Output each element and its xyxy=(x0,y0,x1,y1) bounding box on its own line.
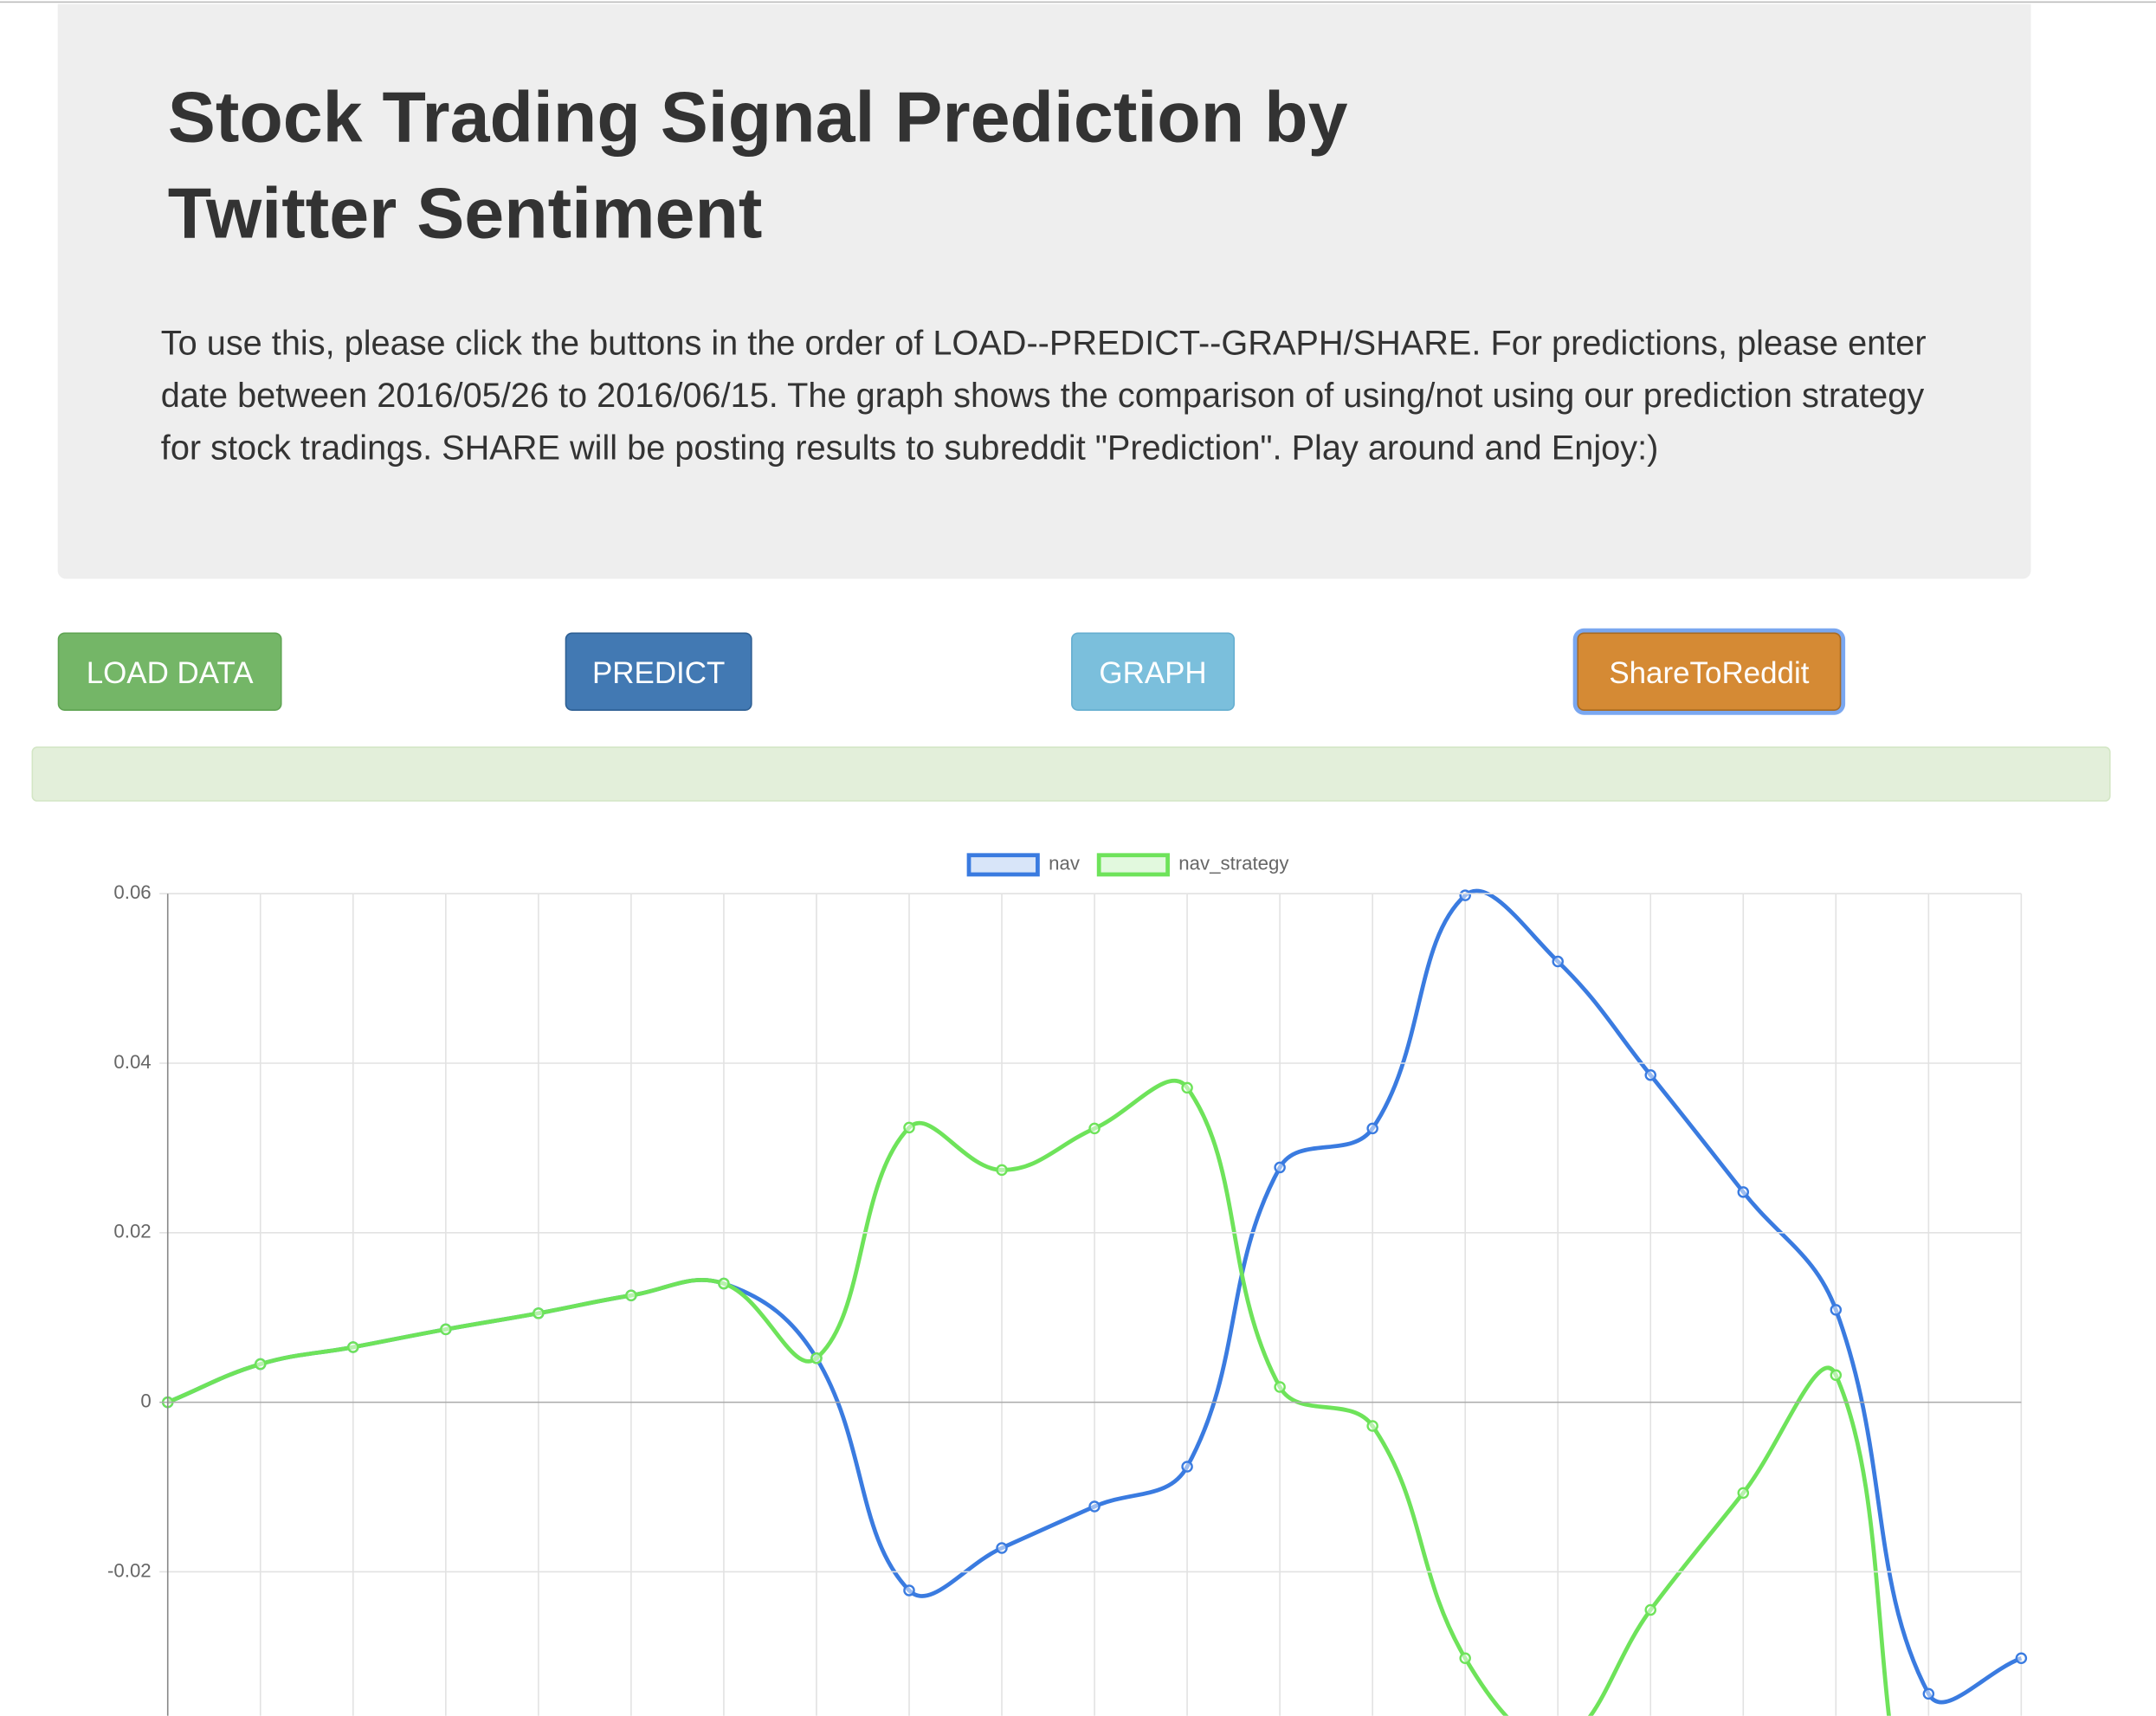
point xyxy=(810,1352,823,1364)
y-tick-label: 0.06 xyxy=(113,881,151,903)
legend-label: nav xyxy=(1049,853,1081,874)
plot-area xyxy=(161,888,2028,1716)
point xyxy=(903,1121,915,1134)
y-tick-label: 0.02 xyxy=(113,1221,151,1242)
top-border xyxy=(0,1,2156,3)
point xyxy=(1459,889,1471,901)
point xyxy=(1830,1304,1843,1316)
y-tick-label: -0.02 xyxy=(107,1559,152,1581)
point xyxy=(996,1164,1008,1177)
point xyxy=(1274,1381,1286,1393)
description: To use this, please click the buttons in… xyxy=(160,324,1927,468)
point xyxy=(625,1289,637,1302)
point xyxy=(1366,1122,1378,1135)
legend: nav nav_strategy xyxy=(966,853,1289,877)
point xyxy=(1644,1603,1656,1616)
point xyxy=(1644,1068,1656,1081)
point xyxy=(1181,1461,1193,1473)
point xyxy=(1552,955,1564,968)
point xyxy=(1088,1500,1101,1513)
graph-button[interactable]: GRAPH xyxy=(1071,632,1236,712)
point xyxy=(440,1323,452,1336)
point xyxy=(996,1542,1008,1554)
y-tick-label: 0 xyxy=(140,1390,151,1411)
point xyxy=(1737,1186,1750,1198)
point xyxy=(1922,1687,1935,1700)
y-tick-label: 0.04 xyxy=(113,1051,151,1073)
point xyxy=(1459,1652,1471,1665)
legend-label: nav_strategy xyxy=(1178,853,1289,874)
jumbotron: Stock Trading Signal Prediction by Twitt… xyxy=(57,3,2031,579)
point xyxy=(903,1584,915,1597)
page-title: Stock Trading Signal Prediction by Twitt… xyxy=(167,78,1348,255)
point xyxy=(1366,1420,1378,1432)
legend-swatch xyxy=(966,853,1040,877)
status-bar xyxy=(31,746,2111,802)
point xyxy=(1274,1161,1286,1174)
point xyxy=(718,1277,730,1290)
point xyxy=(1737,1487,1750,1500)
point xyxy=(533,1307,545,1319)
series-line xyxy=(166,1079,1891,1716)
point xyxy=(1088,1122,1101,1135)
share-button[interactable]: ShareToReddit xyxy=(1577,632,1842,712)
point xyxy=(1181,1081,1193,1094)
load-button[interactable]: LOAD DATA xyxy=(57,632,282,712)
point xyxy=(255,1358,267,1371)
point xyxy=(347,1341,359,1353)
predict-button[interactable]: PREDICT xyxy=(565,632,752,712)
legend-swatch xyxy=(1096,853,1170,877)
point xyxy=(1830,1369,1843,1382)
point xyxy=(2015,1652,2028,1665)
